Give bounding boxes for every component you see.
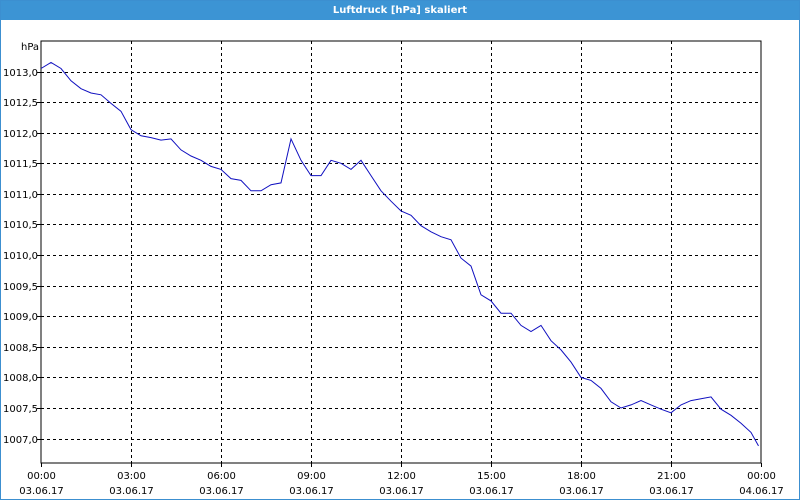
y-tick-label: 1009,5 xyxy=(3,282,38,293)
x-tick-time-label: 18:00 xyxy=(567,471,596,482)
x-tick-time-label: 09:00 xyxy=(297,471,326,482)
x-tick-time-label: 21:00 xyxy=(657,471,686,482)
x-tick-date-label: 03.06.17 xyxy=(379,486,424,497)
grid-lines xyxy=(41,41,761,463)
x-tick-time-label: 15:00 xyxy=(477,471,506,482)
x-tick-date-label: 03.06.17 xyxy=(289,486,334,497)
y-tick-label: 1010,0 xyxy=(3,251,38,262)
y-tick-label: 1011,5 xyxy=(3,159,38,170)
y-tick-label: 1009,0 xyxy=(3,312,38,323)
x-tick-date-label: 03.06.17 xyxy=(469,486,514,497)
x-tick-time-label: 00:00 xyxy=(27,471,56,482)
y-tick-label: 1013,0 xyxy=(3,68,38,79)
x-tick-date-label: 03.06.17 xyxy=(19,486,64,497)
x-tick-time-label: 12:00 xyxy=(387,471,416,482)
y-tick-label: 1010,5 xyxy=(3,220,38,231)
x-tick-time-label: 03:00 xyxy=(117,471,146,482)
x-tick-date-label: 03.06.17 xyxy=(199,486,244,497)
x-tick-date-label: 03.06.17 xyxy=(649,486,694,497)
y-tick-label: 1007,0 xyxy=(3,435,38,446)
y-tick-label: 1008,5 xyxy=(3,343,38,354)
y-axis-ticks: 1013,0 1012,5 1012,0 1011,5 1011,0 1010,5 1010… xyxy=(3,68,41,446)
x-tick-date-label: 04.06.17 xyxy=(739,486,784,497)
y-tick-label: 1012,5 xyxy=(3,98,38,109)
x-tick-date-label: 03.06.17 xyxy=(559,486,604,497)
series-line-luftdruck xyxy=(40,61,759,447)
window-title: Luftdruck [hPa] skaliert xyxy=(1,1,799,20)
y-tick-label: 1012,0 xyxy=(3,129,38,140)
y-axis-unit-label: hPa xyxy=(21,42,39,53)
y-tick-label: 1008,0 xyxy=(3,373,38,384)
x-tick-time-label: 00:00 xyxy=(747,471,776,482)
y-tick-label: 1007,5 xyxy=(3,404,38,415)
y-tick-label: 1011,0 xyxy=(3,190,38,201)
plot-area-frame xyxy=(40,40,762,464)
x-axis-ticks: 00:00 03.06.17 03:00 03.06.17 06:00 03.06.17 0… xyxy=(19,463,784,497)
x-tick-date-label: 03.06.17 xyxy=(109,486,154,497)
x-tick-time-label: 06:00 xyxy=(207,471,236,482)
